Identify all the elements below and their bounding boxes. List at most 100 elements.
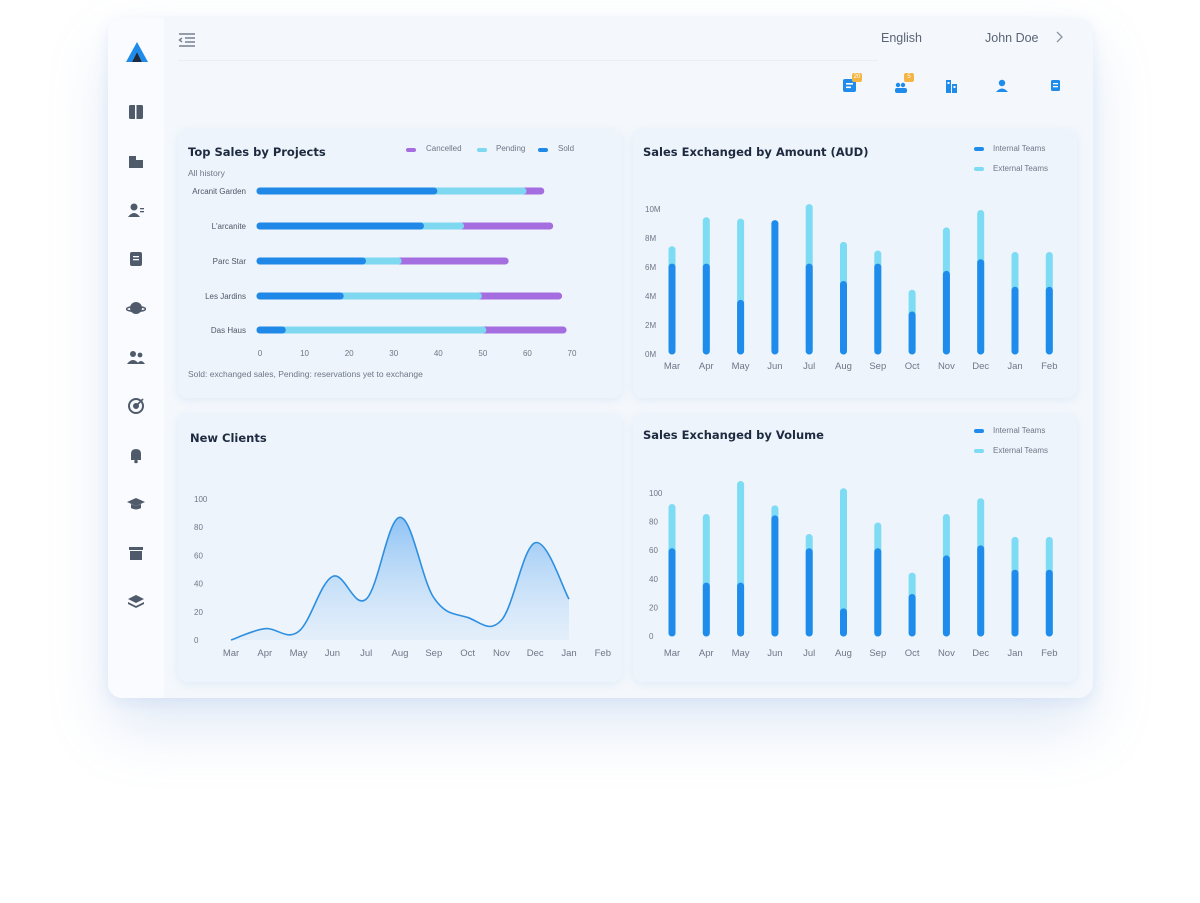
users-icon[interactable] xyxy=(126,347,146,367)
planet-icon[interactable] xyxy=(126,298,146,318)
x-tick-label: 40 xyxy=(434,349,443,358)
x-tick-label: Jan xyxy=(1007,361,1022,372)
language-selector[interactable]: English xyxy=(881,31,922,45)
archive-icon[interactable] xyxy=(126,543,146,563)
x-tick-label: Nov xyxy=(938,361,955,372)
book-icon[interactable] xyxy=(126,102,146,122)
x-tick-label: Jul xyxy=(803,648,815,659)
notes-icon[interactable] xyxy=(1048,76,1070,96)
x-tick-label: Mar xyxy=(664,361,680,372)
y-tick-label: 8M xyxy=(645,234,656,243)
legend-swatch-internal xyxy=(974,147,984,151)
scroll-icon[interactable] xyxy=(126,249,146,269)
bell-icon[interactable] xyxy=(126,445,146,465)
y-tick-label: 4M xyxy=(645,292,656,301)
project-label: Les Jardins xyxy=(205,292,246,301)
x-tick-label: Feb xyxy=(1041,648,1057,659)
legend-internal: Internal Teams xyxy=(993,144,1046,153)
legend-swatch-external xyxy=(974,167,984,171)
volume-title: Sales Exchanged by Volume xyxy=(643,428,824,442)
project-label: Parc Star xyxy=(213,257,247,266)
x-tick-label: Jun xyxy=(767,361,782,372)
y-tick-label: 20 xyxy=(194,608,203,617)
y-tick-label: 60 xyxy=(649,546,658,555)
x-tick-label: 70 xyxy=(568,349,577,358)
x-tick-label: Feb xyxy=(595,648,611,659)
x-tick-label: 50 xyxy=(478,349,487,358)
x-tick-label: 30 xyxy=(389,349,398,358)
x-tick-label: Dec xyxy=(972,648,989,659)
volume-chart: 0 20 40 60 80 100 Mar Apr May Jun Jul Aug Sep Oct Nov D… xyxy=(649,481,1057,659)
buildings-icon[interactable] xyxy=(944,76,966,96)
y-tick-label: 6M xyxy=(645,263,656,272)
legend-swatch-sold xyxy=(538,148,548,152)
x-tick-label: Sep xyxy=(425,648,442,659)
project-label: L'arcanite xyxy=(212,222,247,231)
x-tick-label: Aug xyxy=(392,648,409,659)
x-tick-label: Mar xyxy=(664,648,680,659)
x-tick-label: Jul xyxy=(360,648,372,659)
chevron-right-icon[interactable] xyxy=(1054,30,1064,44)
y-tick-label: 100 xyxy=(649,489,663,498)
layers-icon[interactable] xyxy=(126,592,146,612)
x-tick-label: Sep xyxy=(869,361,886,372)
sidebar xyxy=(108,18,164,698)
clients-card: New Clients 0 20 40 60 80 100 Mar Apr May Jun Jul A… xyxy=(178,414,622,682)
profile-icon[interactable] xyxy=(994,76,1016,96)
x-tick-label: Apr xyxy=(699,648,714,659)
clients-chart: 0 20 40 60 80 100 Mar Apr May Jun Jul Aug Sep Oct Nov D… xyxy=(194,495,611,659)
amount-chart: 0M 2M 4M 6M 8M 10M Mar Apr May Jun Jul Aug Sep Oct Nov… xyxy=(645,204,1057,372)
target-icon[interactable] xyxy=(126,396,146,416)
y-tick-label: 80 xyxy=(194,523,203,532)
x-tick-label: Aug xyxy=(835,648,852,659)
building-icon[interactable] xyxy=(126,151,146,171)
legend-sold: Sold xyxy=(558,144,575,153)
x-tick-label: Apr xyxy=(257,648,272,659)
top-sales-title: Top Sales by Projects xyxy=(188,145,326,159)
legend-swatch-cancelled xyxy=(406,148,416,152)
x-tick-label: Oct xyxy=(460,648,475,659)
y-tick-label: 0 xyxy=(194,636,199,645)
x-tick-label: Jun xyxy=(325,648,340,659)
y-tick-label: 80 xyxy=(649,518,658,527)
top-sales-card: Top Sales by Projects All history Cancel… xyxy=(178,130,622,398)
team-badge: 5 xyxy=(904,73,914,82)
collapse-menu-icon[interactable] xyxy=(178,32,196,48)
x-tick-label: 20 xyxy=(345,349,354,358)
contacts-icon[interactable] xyxy=(126,200,146,220)
legend-external: External Teams xyxy=(993,164,1048,173)
x-tick-label: May xyxy=(290,648,308,659)
team-icon[interactable]: 5 xyxy=(894,73,916,96)
x-tick-label: 0 xyxy=(258,349,263,358)
top-sales-chart: Arcanit Garden L'arcanite Parc Star Les Jar… xyxy=(192,187,577,358)
y-tick-label: 10M xyxy=(645,205,661,214)
x-tick-label: Mar xyxy=(223,648,239,659)
y-tick-label: 60 xyxy=(194,551,203,560)
x-tick-label: Nov xyxy=(493,648,510,659)
series-line[interactable] xyxy=(230,516,570,641)
user-menu[interactable]: John Doe xyxy=(985,31,1039,45)
x-tick-label: 10 xyxy=(300,349,309,358)
x-tick-label: Jul xyxy=(803,361,815,372)
legend-external: External Teams xyxy=(993,446,1048,455)
x-tick-label: Oct xyxy=(905,648,920,659)
y-tick-label: 0M xyxy=(645,350,656,359)
legend-cancelled: Cancelled xyxy=(426,144,462,153)
x-tick-label: Dec xyxy=(972,361,989,372)
x-tick-label: May xyxy=(732,361,750,372)
tasks-badge: 20 xyxy=(852,73,862,82)
clients-title: New Clients xyxy=(190,431,267,445)
amount-title: Sales Exchanged by Amount (AUD) xyxy=(643,145,869,159)
project-label: Das Haus xyxy=(211,326,246,335)
tasks-icon[interactable]: 20 xyxy=(842,73,864,96)
y-tick-label: 0 xyxy=(649,632,654,641)
legend-swatch-external xyxy=(974,449,984,453)
y-tick-label: 20 xyxy=(649,603,658,612)
project-label: Arcanit Garden xyxy=(192,187,246,196)
x-tick-label: 60 xyxy=(523,349,532,358)
app-logo[interactable] xyxy=(124,40,150,64)
y-tick-label: 40 xyxy=(194,580,203,589)
graduation-icon[interactable] xyxy=(126,494,146,514)
amount-card: Sales Exchanged by Amount (AUD) Internal… xyxy=(633,130,1077,398)
x-tick-label: Nov xyxy=(938,648,955,659)
